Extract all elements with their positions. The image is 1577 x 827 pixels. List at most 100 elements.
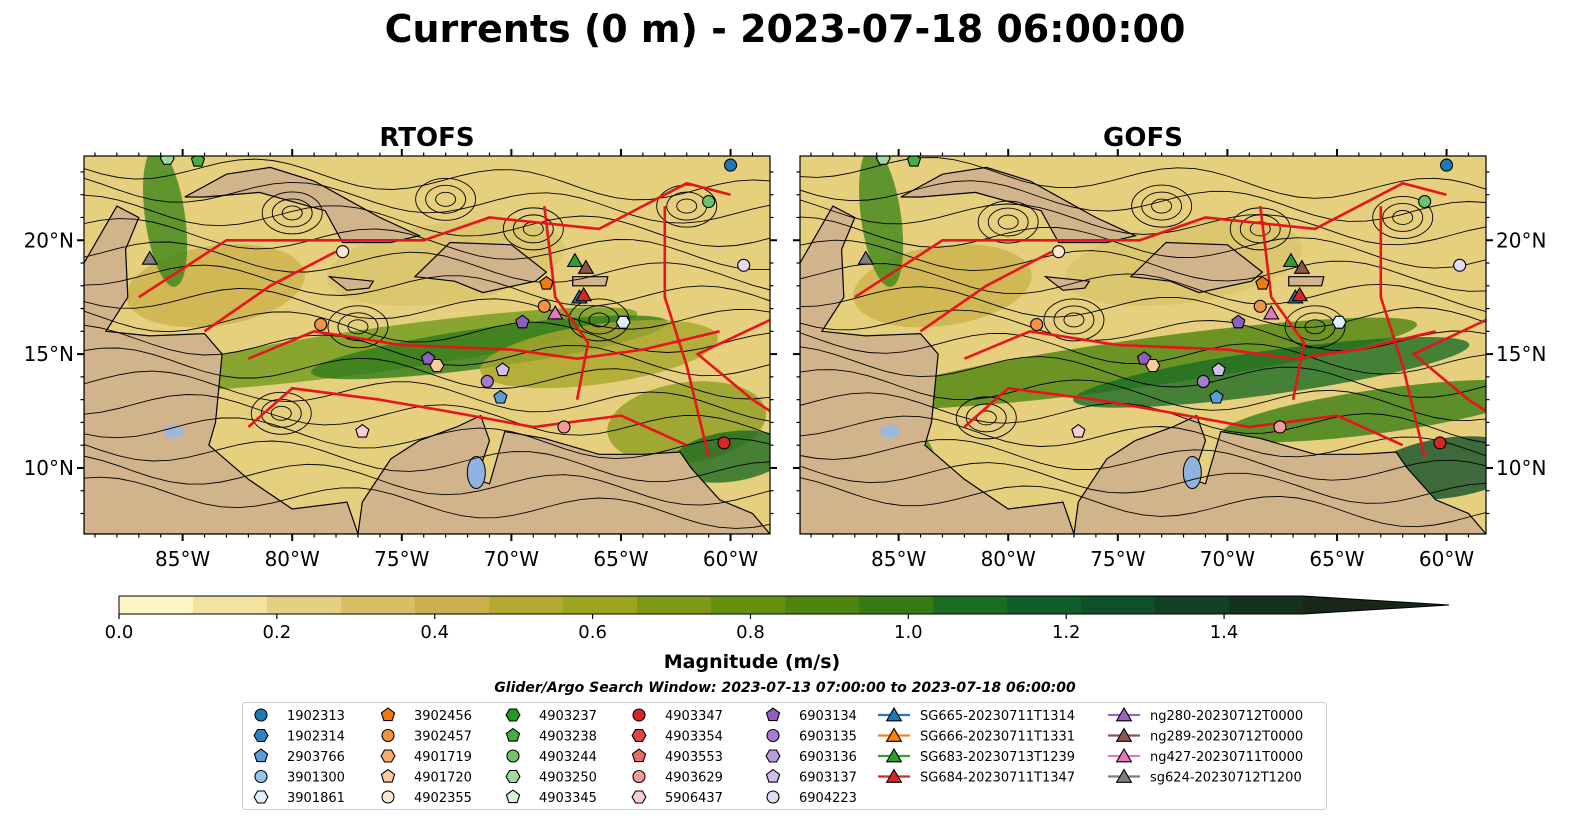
- colorbar-segment: [415, 596, 490, 614]
- legend-item-argo: 2903766: [253, 748, 345, 765]
- argo-float-marker: [1052, 245, 1066, 259]
- legend-label: SG665-20230711T1314: [920, 709, 1075, 724]
- colorbar-segment: [1081, 596, 1156, 614]
- glider-markers: [141, 250, 595, 320]
- colorbar-tick-label: 0.0: [105, 622, 134, 643]
- legend-marker: [254, 769, 268, 784]
- legend-marker: [380, 707, 396, 722]
- argo-float-marker: [1273, 420, 1287, 434]
- colorbar-segment: [1229, 596, 1304, 614]
- glider-marker: [857, 250, 875, 265]
- legend-item-argo: 4903237: [505, 708, 597, 724]
- legend-item-argo: 6903135: [766, 728, 857, 745]
- argo-float-marker: [429, 358, 445, 373]
- legend-marker: [885, 747, 903, 763]
- colorbar-segment: [1007, 596, 1082, 614]
- colorbar-segment: [341, 596, 416, 614]
- legend-label: 4901720: [414, 771, 472, 786]
- lat-tick-label: 15°N: [1496, 342, 1546, 366]
- boundaries: [854, 181, 1486, 457]
- legend-item-argo: 4903553: [631, 748, 723, 765]
- legend-label: 4901719: [414, 750, 472, 765]
- lake: [466, 456, 486, 490]
- lon-tick-label: 85°W: [871, 547, 926, 571]
- legend-marker: [381, 728, 395, 743]
- argo-float-marker: [702, 194, 716, 209]
- legend-marker: [253, 790, 269, 804]
- legend-item-argo: 4903345: [505, 789, 597, 806]
- colorbar-tick-label: 0.8: [736, 622, 765, 643]
- colorbar-label: Magnitude (m/s): [664, 651, 841, 673]
- legend-label: 2903766: [287, 750, 345, 765]
- map-body: [84, 156, 770, 534]
- legend-marker: [254, 708, 268, 722]
- legend: 1902313 1902314 2903766 3901300 3901861 39024…: [242, 702, 1327, 810]
- legend-item-argo: 3902457: [381, 728, 472, 745]
- legend-label: 4903345: [539, 791, 597, 806]
- legend-item-argo: 3901300: [254, 769, 345, 786]
- lat-tick-label: 10°N: [1496, 456, 1546, 480]
- legend-item-argo: 4903629: [632, 769, 723, 786]
- argo-float-marker: [875, 156, 891, 165]
- argo-float-marker: [539, 275, 554, 290]
- legend-label: 3901861: [287, 791, 345, 806]
- lon-tick-label: 85°W: [155, 547, 210, 571]
- glider-marker: [566, 252, 584, 268]
- colorbar-segment: [785, 596, 860, 614]
- argo-float-marker: [1453, 258, 1467, 272]
- lat-tick-label: 10°N: [24, 456, 74, 480]
- colorbar-segment: [859, 596, 934, 614]
- legend-marker: [506, 749, 520, 763]
- argo-float-marker: [737, 258, 751, 272]
- legend-label: 4903629: [665, 771, 723, 786]
- panel-title: RTOFS: [379, 123, 474, 153]
- legend-label: 6903137: [799, 771, 857, 786]
- legend-marker: [505, 769, 521, 784]
- legend-marker: [505, 789, 521, 804]
- glider-marker: [577, 259, 595, 274]
- colorbar-segment: [193, 596, 268, 614]
- legend-label: sg624-20230712T1200: [1150, 771, 1302, 786]
- argo-floats: [159, 156, 751, 450]
- glider-marker: [1291, 286, 1309, 302]
- legend-marker: [766, 790, 780, 804]
- argo-float-marker: [1136, 351, 1152, 365]
- legend-label: 4903237: [539, 709, 597, 724]
- legend-item-argo: 4903354: [631, 728, 723, 745]
- argo-float-marker: [1145, 358, 1161, 373]
- map-body: [800, 156, 1486, 534]
- legend-marker: [885, 768, 903, 783]
- legend-label: 6903134: [799, 709, 857, 724]
- legend-item-argo: 4901719: [380, 749, 472, 765]
- colorbar-segment: [1155, 596, 1230, 614]
- legend-label: ng289-20230712T0000: [1150, 730, 1303, 745]
- legend-item-argo: 4903238: [505, 727, 597, 745]
- argo-float-marker: [495, 362, 510, 377]
- lon-tick-label: 75°W: [374, 547, 429, 571]
- argo-float-marker: [1196, 374, 1210, 388]
- map-frame: [799, 155, 1487, 535]
- legend-item-glider: sg624-20230712T1200: [1108, 768, 1302, 786]
- argo-float-marker: [314, 317, 328, 332]
- legend-label: 4903238: [539, 730, 597, 745]
- argo-float-marker: [1071, 423, 1086, 438]
- lake: [163, 424, 184, 439]
- colorbar-segment: [711, 596, 786, 614]
- legend-marker: [505, 708, 521, 722]
- argo-float-marker: [1211, 362, 1226, 377]
- colorbar-segment: [933, 596, 1008, 614]
- legend-label: 4903250: [539, 771, 597, 786]
- colorbar-extend: [1303, 596, 1449, 614]
- lake: [879, 424, 900, 439]
- legend-marker: [1115, 727, 1133, 742]
- legend-item-glider: SG665-20230711T1314: [878, 706, 1075, 724]
- panel-title: GOFS: [1103, 123, 1183, 153]
- legend-item-argo: 1902313: [254, 708, 345, 724]
- legend-item-argo: 1902314: [253, 728, 345, 745]
- legend-item-glider: SG683-20230713T1239: [878, 747, 1075, 765]
- legend-label: SG666-20230711T1331: [920, 730, 1075, 745]
- argo-float-marker: [557, 420, 571, 434]
- argo-float-marker: [480, 374, 494, 388]
- legend-item-glider: ng289-20230712T0000: [1108, 727, 1303, 745]
